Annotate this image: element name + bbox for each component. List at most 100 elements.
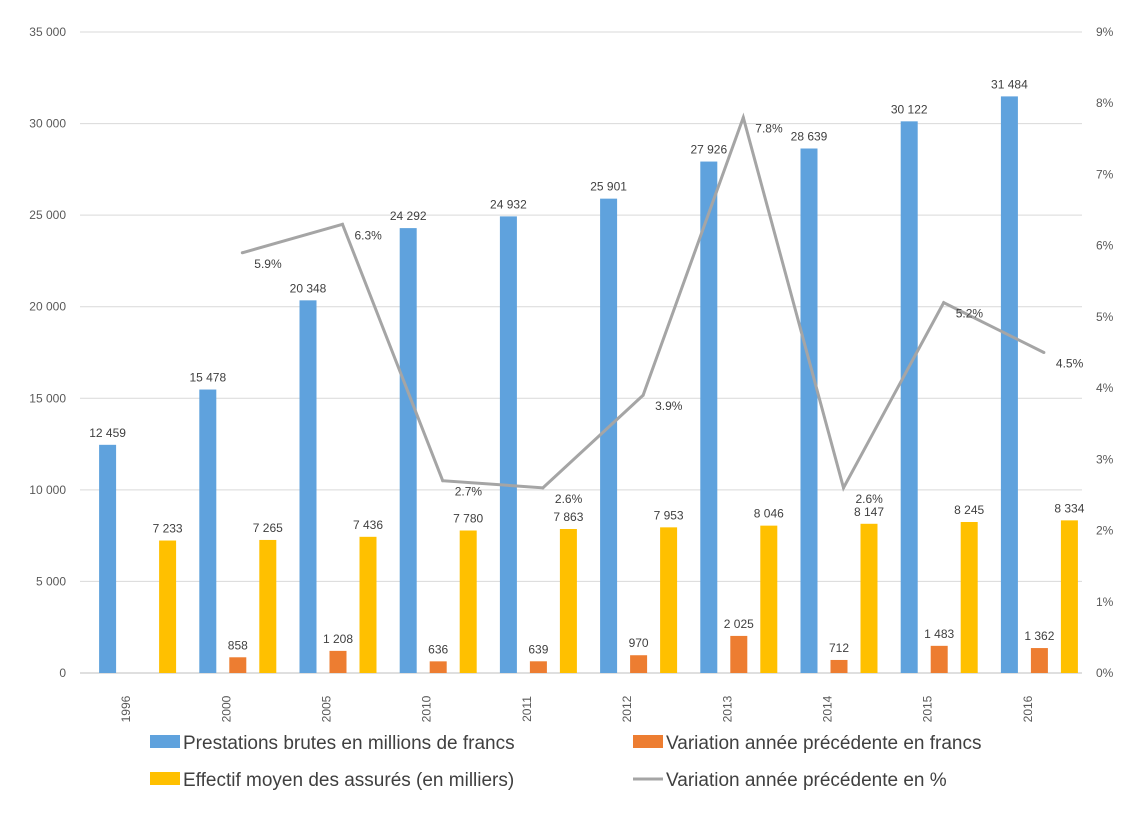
x-tick-label: 2014 — [821, 695, 835, 722]
bar-data-label: 712 — [829, 641, 849, 655]
bar-series-1 — [499, 216, 517, 673]
line-point — [1042, 351, 1046, 354]
bar-series-2 — [730, 635, 748, 673]
line-point — [741, 115, 745, 119]
line-point — [441, 479, 445, 483]
left-tick-label: 15 000 — [29, 391, 66, 405]
left-tick-label: 35 000 — [29, 25, 66, 39]
bar-data-label: 8 334 — [1054, 501, 1084, 515]
bar-data-label: 27 926 — [690, 143, 727, 157]
right-axis: 0% 1% 2% 3% 4% 5% 6% 7% 8% 9% — [1096, 25, 1114, 680]
bar-series-1 — [900, 121, 918, 673]
right-tick-label: 6% — [1096, 239, 1114, 253]
bar-series-2 — [229, 657, 247, 673]
x-tick-label: 2013 — [720, 695, 734, 722]
x-axis: 1996 2000 2005 2010 2011 2012 2013 2014 2015 2016 — [119, 695, 1035, 722]
right-tick-label: 0% — [1096, 666, 1114, 680]
line-point — [240, 251, 244, 255]
left-tick-label: 0 — [59, 666, 66, 680]
line-point — [842, 486, 845, 490]
bar-data-label: 1 483 — [924, 627, 954, 641]
line-data-label: 7.8% — [755, 121, 783, 135]
bar-series-3 — [960, 521, 978, 673]
legend-label: Variation année précédente en % — [666, 770, 947, 791]
line-point — [942, 301, 946, 305]
bar-series-3 — [760, 525, 778, 673]
bar-series-2 — [630, 655, 648, 673]
right-tick-label: 3% — [1096, 452, 1114, 466]
right-tick-label: 1% — [1096, 595, 1114, 609]
bar-series-1 — [700, 161, 718, 674]
bar-data-label: 7 863 — [553, 510, 583, 524]
bar-series-1 — [99, 444, 117, 673]
left-tick-label: 20 000 — [29, 300, 66, 314]
legend-label: Effectif moyen des assurés (en milliers) — [183, 770, 514, 791]
legend-swatch — [150, 772, 180, 785]
bar-series-3 — [359, 536, 377, 673]
bar-series-3 — [159, 540, 177, 673]
line-data-label: 4.5% — [1056, 357, 1084, 371]
bar-data-label: 30 122 — [891, 102, 928, 116]
bar-series-2 — [1030, 648, 1048, 673]
bar-data-label: 970 — [629, 636, 649, 650]
x-tick-label: 2012 — [620, 695, 634, 722]
bar-series-2 — [830, 659, 848, 673]
bar-series-1 — [600, 198, 618, 673]
line-data-label: 6.3% — [355, 228, 383, 242]
left-axis: 0 5 000 10 000 15 000 20 000 25 000 30 000 35 0… — [29, 25, 66, 680]
legend-label: Prestations brutes en millions de francs — [183, 733, 515, 754]
bar-data-label: 7 953 — [654, 508, 684, 522]
right-tick-label: 2% — [1096, 524, 1114, 538]
bar-series-3 — [259, 539, 277, 673]
bar-data-label: 12 459 — [89, 426, 126, 440]
left-tick-label: 5 000 — [36, 574, 66, 588]
line-data-label: 3.9% — [655, 399, 683, 413]
bar-data-label: 858 — [228, 638, 248, 652]
bar-data-label: 24 932 — [490, 197, 527, 211]
bar-data-label: 25 901 — [590, 180, 627, 194]
legend: Prestations brutes en millions de francs… — [150, 733, 981, 791]
right-tick-label: 4% — [1096, 381, 1114, 395]
line-point — [541, 486, 545, 490]
bar-data-label: 7 436 — [353, 518, 383, 532]
line-series-percent — [241, 112, 1045, 492]
bar-data-label: 7 265 — [253, 521, 283, 535]
bar-data-label: 7 233 — [153, 522, 183, 536]
bar-data-label: 8 046 — [754, 507, 784, 521]
bar-data-label: 639 — [528, 642, 548, 656]
x-tick-label: 1996 — [119, 695, 133, 722]
bar-series-3 — [1060, 520, 1078, 673]
bars — [99, 96, 1078, 674]
bar-series-1 — [299, 300, 317, 673]
gridlines — [80, 31, 1082, 674]
bar-series-1 — [800, 148, 818, 673]
bar-data-label: 1 362 — [1024, 629, 1054, 643]
bar-data-label: 1 208 — [323, 632, 353, 646]
bar-data-label: 28 639 — [791, 129, 828, 143]
bar-data-label: 7 780 — [453, 512, 483, 526]
legend-swatch — [150, 735, 180, 748]
legend-label: Variation année précédente en francs — [666, 733, 981, 754]
bar-series-3 — [660, 527, 678, 673]
line-data-label: 2.6% — [856, 492, 884, 506]
bar-data-label: 20 348 — [290, 281, 327, 295]
bar-series-3 — [860, 523, 878, 673]
line-point — [641, 393, 645, 397]
right-tick-label: 7% — [1096, 167, 1114, 181]
percent-line — [240, 112, 1046, 492]
x-tick-label: 2015 — [921, 695, 935, 722]
bar-data-label: 8 147 — [854, 505, 884, 519]
line-data-label: 5.2% — [956, 307, 984, 321]
bar-series-3 — [459, 530, 477, 673]
bar-series-2 — [529, 661, 547, 673]
bar-data-label: 15 478 — [189, 371, 226, 385]
x-tick-label: 2005 — [320, 695, 334, 722]
bar-series-1 — [399, 228, 417, 673]
bar-series-1 — [199, 389, 217, 673]
bar-series-2 — [930, 645, 948, 673]
bar-data-label: 2 025 — [724, 617, 754, 631]
bar-series-1 — [1000, 96, 1018, 674]
right-tick-label: 9% — [1096, 25, 1114, 39]
data-labels: 12 459 15 478 20 348 24 292 24 932 25 901 27 9… — [89, 77, 1084, 656]
right-tick-label: 5% — [1096, 310, 1114, 324]
